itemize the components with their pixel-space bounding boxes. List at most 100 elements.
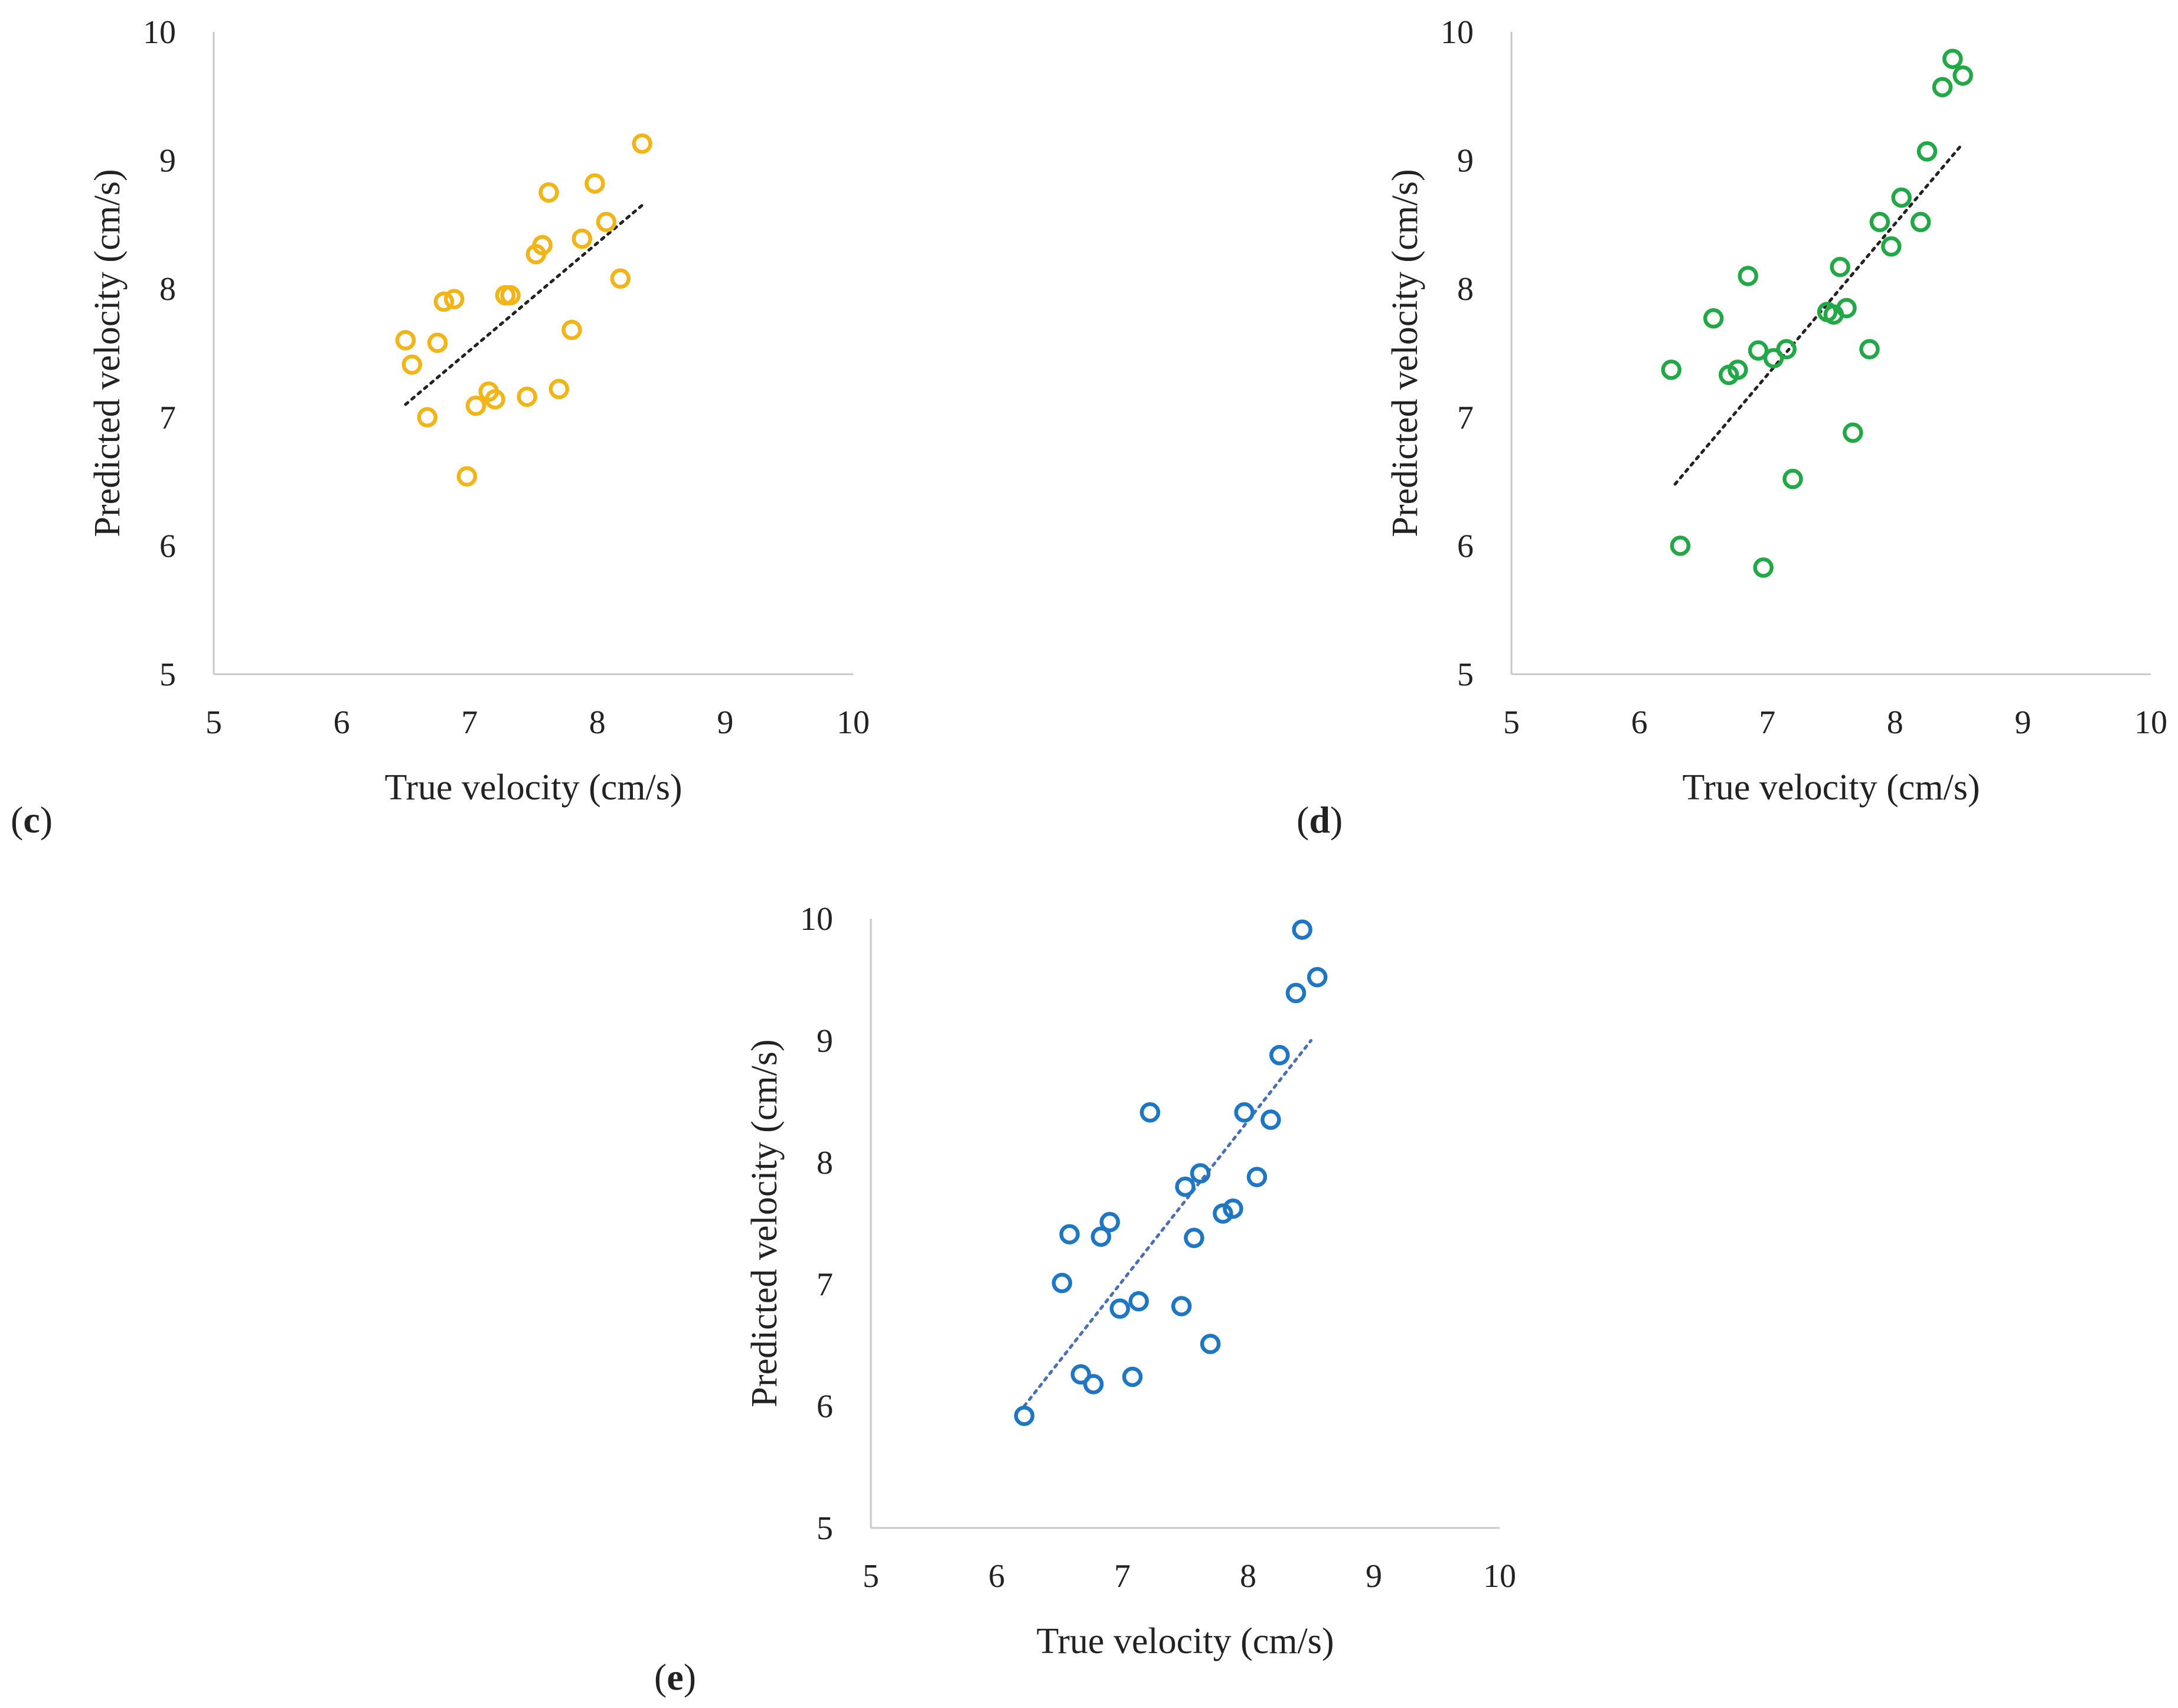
data-point xyxy=(1190,1163,1211,1184)
x-tick-label: 9 xyxy=(717,704,733,741)
y-tick-label: 10 xyxy=(800,901,833,938)
data-point xyxy=(417,407,437,428)
data-point xyxy=(433,291,455,312)
data-point xyxy=(1175,1176,1196,1197)
y-tick-label: 6 xyxy=(1457,528,1474,564)
y-tick-label: 5 xyxy=(817,1510,833,1547)
data-point xyxy=(1128,1291,1149,1312)
data-point xyxy=(427,332,448,353)
data-point xyxy=(1171,1296,1192,1317)
data-point xyxy=(1836,298,1857,319)
chart-c: 5 6 7 8 9 10 5 6 7 8 9 10 True velocity (cm/s) Predic… xyxy=(11,14,870,841)
x-tick-label: 7 xyxy=(461,704,478,741)
y-tick-label: 10 xyxy=(1441,14,1474,51)
y-tick-label: 9 xyxy=(817,1023,833,1059)
data-point xyxy=(1261,1109,1281,1130)
data-point xyxy=(1859,339,1880,360)
data-point xyxy=(1830,256,1850,277)
x-axis-title: True velocity (cm/s) xyxy=(385,768,683,808)
data-point xyxy=(1942,48,1963,69)
y-tick-label: 6 xyxy=(159,528,176,564)
data-point xyxy=(1014,1405,1035,1426)
chart-d: 5 6 7 8 9 10 5 6 7 8 9 10 True velocity (cm/s) Predic… xyxy=(1297,14,2167,841)
data-point xyxy=(1748,340,1769,361)
x-tick-label: 10 xyxy=(837,704,870,741)
data-point xyxy=(1109,1298,1130,1319)
x-tick-label: 10 xyxy=(2134,704,2167,741)
data-point xyxy=(1843,422,1863,443)
data-point xyxy=(572,228,593,249)
y-tick-label: 9 xyxy=(1457,143,1474,179)
x-tick-label: 8 xyxy=(1240,1558,1256,1595)
panel-label: (e) xyxy=(654,1656,696,1698)
data-point xyxy=(1782,468,1803,489)
x-tick-label: 6 xyxy=(988,1558,1005,1595)
data-point xyxy=(584,173,605,194)
data-point xyxy=(1090,1226,1112,1247)
data-point xyxy=(532,234,553,256)
data-point xyxy=(1083,1374,1104,1395)
data-point xyxy=(1234,1102,1255,1123)
data-point xyxy=(1223,1198,1243,1219)
data-point xyxy=(1059,1224,1080,1245)
data-point xyxy=(1184,1227,1204,1249)
x-tick-label: 6 xyxy=(334,704,350,741)
data-point xyxy=(1139,1102,1161,1123)
data-point xyxy=(395,329,416,351)
chart-e: 5 6 7 8 9 10 5 6 7 8 9 10 True velocity (cm/s) Predic… xyxy=(654,901,1516,1698)
y-tick-label: 7 xyxy=(159,400,176,436)
data-point xyxy=(1661,360,1681,380)
y-tick-label: 5 xyxy=(159,657,176,693)
x-tick-label: 10 xyxy=(1483,1558,1516,1595)
x-axis-title: True velocity (cm/s) xyxy=(1683,768,1980,808)
x-tick-label: 9 xyxy=(2014,704,2031,741)
y-axis-title: Predicted velocity (cm/s) xyxy=(744,1039,785,1407)
x-tick-label: 7 xyxy=(1114,1558,1131,1595)
data-point xyxy=(1246,1167,1268,1187)
data-point xyxy=(596,211,617,233)
data-point xyxy=(1891,187,1912,208)
y-axis-title: Predicted velocity (cm/s) xyxy=(1385,169,1425,537)
x-tick-label: 5 xyxy=(863,1558,879,1595)
x-tick-label: 8 xyxy=(1887,704,1903,741)
data-point xyxy=(443,289,465,309)
x-tick-label: 5 xyxy=(1503,704,1520,741)
data-point xyxy=(1052,1272,1073,1294)
y-tick-label: 9 xyxy=(159,143,176,179)
data-point xyxy=(500,285,521,306)
data-point xyxy=(1881,236,1902,257)
data-point xyxy=(538,182,559,203)
data-point xyxy=(610,268,631,289)
y-tick-label: 7 xyxy=(817,1266,833,1303)
data-point xyxy=(485,389,505,410)
data-point xyxy=(1292,919,1312,940)
data-point xyxy=(1869,211,1890,233)
data-point xyxy=(1728,360,1748,380)
data-point xyxy=(465,395,486,416)
data-point xyxy=(1670,535,1691,556)
trendline xyxy=(404,204,644,406)
data-point xyxy=(1703,308,1724,329)
data-point xyxy=(1122,1366,1143,1387)
y-tick-label: 5 xyxy=(1457,657,1474,693)
data-point xyxy=(1307,966,1328,988)
panel-label: (d) xyxy=(1297,799,1343,841)
x-tick-label: 8 xyxy=(589,704,606,741)
data-point xyxy=(548,378,570,400)
data-point xyxy=(456,466,478,487)
panel-label: (c) xyxy=(11,799,53,841)
data-point xyxy=(1910,211,1931,233)
data-point xyxy=(401,354,422,375)
trendline xyxy=(1023,1038,1312,1408)
y-tick-label: 8 xyxy=(817,1145,833,1181)
data-point xyxy=(1738,266,1758,286)
x-tick-label: 9 xyxy=(1366,1558,1382,1595)
data-point xyxy=(1932,77,1953,97)
data-point xyxy=(1776,339,1797,360)
y-tick-label: 10 xyxy=(143,14,176,51)
data-point xyxy=(1269,1044,1290,1066)
data-point xyxy=(1200,1334,1221,1354)
data-point xyxy=(1070,1364,1091,1385)
y-tick-label: 8 xyxy=(1457,271,1474,308)
